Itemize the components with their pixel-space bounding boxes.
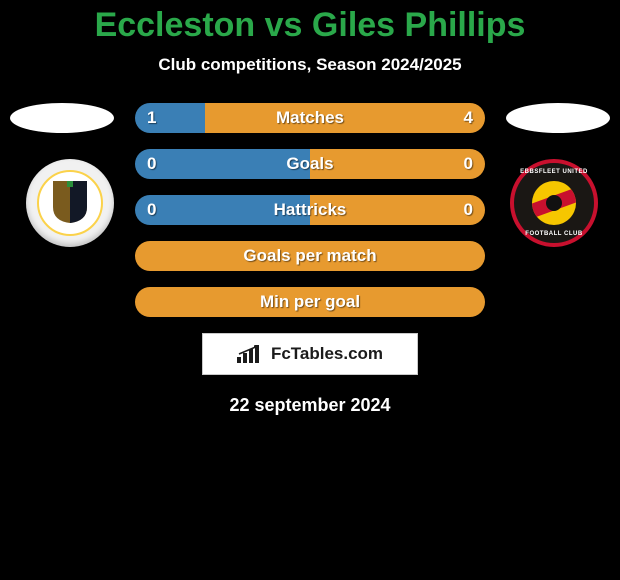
left-ellipse-decor: [10, 103, 114, 133]
date-text: 22 september 2024: [0, 395, 620, 416]
sutton-badge-inner: [37, 170, 103, 236]
sutton-shield-icon: [53, 181, 87, 223]
bar-chart-icon: [237, 345, 265, 363]
left-team-badge: [26, 159, 114, 247]
content-area: EBBSFLEET UNITED FOOTBALL CLUB 14Matches…: [0, 103, 620, 416]
stat-row: 00Hattricks: [135, 195, 485, 225]
stat-row: 00Goals: [135, 149, 485, 179]
stat-label: Goals: [135, 149, 485, 179]
ebbsfleet-bottom-text: FOOTBALL CLUB: [514, 231, 594, 237]
subtitle: Club competitions, Season 2024/2025: [0, 55, 620, 75]
right-ellipse-decor: [506, 103, 610, 133]
page-title: Eccleston vs Giles Phillips: [0, 0, 620, 45]
fctables-badge[interactable]: FcTables.com: [202, 333, 418, 375]
ebbsfleet-ball-icon: [546, 195, 562, 211]
ebbsfleet-badge-inner: [532, 181, 576, 225]
stat-label: Goals per match: [135, 241, 485, 271]
stat-row: Min per goal: [135, 287, 485, 317]
sutton-badge-outer: [26, 159, 114, 247]
title-player1: Eccleston: [95, 6, 256, 44]
stat-row: Goals per match: [135, 241, 485, 271]
title-player2: Giles Phillips: [312, 6, 526, 44]
fctables-text: FcTables.com: [271, 344, 383, 364]
stat-label: Hattricks: [135, 195, 485, 225]
ebbsfleet-badge-outer: EBBSFLEET UNITED FOOTBALL CLUB: [510, 159, 598, 247]
stat-bars: 14Matches 00Goals 00Hattricks Goals per mat…: [135, 103, 485, 317]
stat-label: Min per goal: [135, 287, 485, 317]
right-team-badge: EBBSFLEET UNITED FOOTBALL CLUB: [510, 159, 598, 247]
stat-row: 14Matches: [135, 103, 485, 133]
title-vs: vs: [265, 6, 303, 44]
ebbsfleet-top-text: EBBSFLEET UNITED: [514, 169, 594, 175]
stat-label: Matches: [135, 103, 485, 133]
